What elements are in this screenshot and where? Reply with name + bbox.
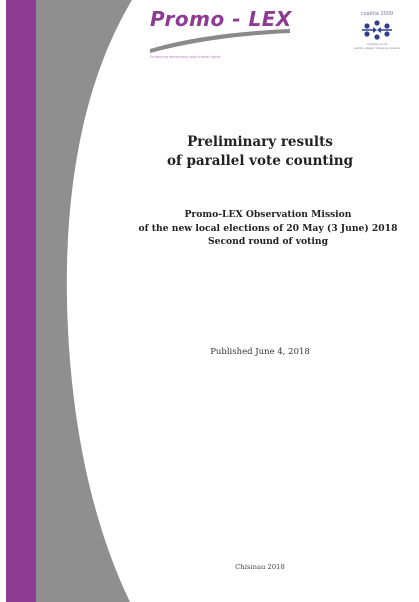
purple-stripe (6, 0, 36, 602)
mission-line: Promo-LEX Observation Mission (184, 209, 352, 220)
coalition-emblem-icon (362, 20, 392, 40)
mission-line: of the new local elections of 20 May (3 … (138, 222, 398, 234)
coalition-caption: coaliția civică pentru alegeri libere și… (344, 42, 410, 50)
logo-text: Promo - LEX (150, 7, 292, 31)
coalition-caption-line: coaliția civică (366, 42, 388, 46)
coalition-2009-logo: coaliția 2009 coaliția civică pentru ale… (344, 11, 410, 50)
city-year: Chisinau 2018 (235, 563, 285, 571)
coalition-caption-line: pentru alegeri libere și corecte (353, 45, 401, 50)
logo-tagline: Protecting democracy and human rights (150, 55, 221, 59)
published-date: Published June 4, 2018 (210, 347, 310, 357)
coalition-label: coaliția 2009 (360, 11, 394, 17)
gray-curved-stripe (36, 0, 132, 602)
mission-line: Second round of voting (207, 236, 329, 247)
title-line: Preliminary results (187, 134, 333, 150)
mission-subtitle: Promo-LEX Observation Mission of the new… (120, 208, 416, 249)
cover-margin (0, 0, 6, 602)
document-title: Preliminary results of parallel vote cou… (120, 133, 400, 171)
title-line: of parallel vote counting (166, 153, 354, 169)
logo-swoosh-icon (150, 29, 290, 53)
